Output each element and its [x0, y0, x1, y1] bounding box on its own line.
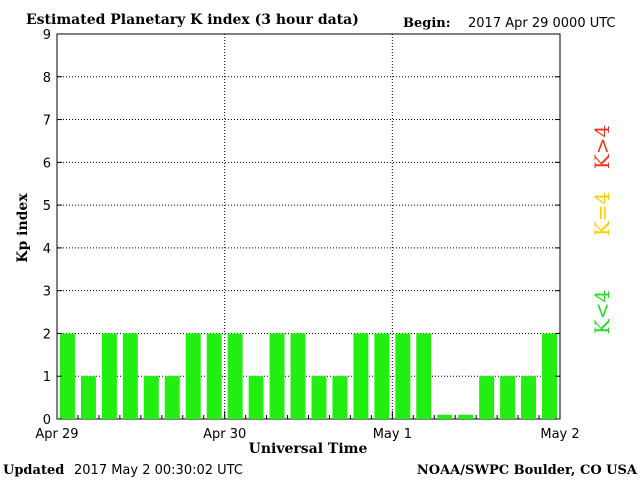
kp-bar: [311, 376, 327, 419]
kp-bar: [80, 376, 96, 419]
y-tick-label: 9: [43, 28, 51, 43]
y-tick-label: 6: [43, 156, 51, 171]
x-axis-label: Universal Time: [249, 441, 368, 457]
y-tick-label: 2: [43, 327, 51, 342]
y-tick-label: 1: [43, 370, 51, 385]
kp-bar: [374, 333, 390, 419]
y-tick-label: 5: [43, 199, 51, 214]
kp-bar: [542, 333, 557, 419]
y-tick-label: 7: [43, 114, 51, 129]
kp-bar: [500, 376, 516, 419]
kp-bar: [143, 376, 159, 419]
kp-bar: [269, 333, 285, 419]
kp-bar: [60, 333, 75, 419]
y-tick-label: 3: [43, 285, 51, 300]
kp-bar: [164, 376, 180, 419]
kp-bar: [437, 414, 453, 419]
kp-bar: [332, 376, 348, 419]
x-tick-label: May 2: [540, 427, 579, 442]
y-tick-label: 0: [43, 413, 51, 428]
begin-label: Begin:: [403, 16, 451, 31]
y-tick-label: 4: [43, 242, 51, 257]
bars: [60, 333, 557, 419]
plot-area: [56, 33, 561, 420]
kp-bar: [353, 333, 369, 419]
kp-bar: [521, 376, 537, 419]
legend-k-above-4: K>4: [590, 125, 614, 169]
kp-bar: [185, 333, 201, 419]
kp-bar: [122, 333, 138, 419]
y-ticks: 0 1 2 3 4 5 6 7 8 9: [43, 28, 560, 428]
chart-title: Estimated Planetary K index (3 hour data…: [26, 12, 359, 28]
source-credit: NOAA/SWPC Boulder, CO USA: [417, 463, 638, 478]
x-tick-label: Apr 30: [203, 427, 246, 442]
kp-bar: [290, 333, 306, 419]
kp-bar: [458, 414, 474, 419]
kp-bar: [248, 376, 264, 419]
updated-label: Updated: [3, 463, 64, 478]
kp-bar: [227, 333, 243, 419]
begin-value: 2017 Apr 29 0000 UTC: [468, 16, 616, 31]
y-axis-label: Kp index: [15, 193, 31, 263]
y-tick-label: 8: [43, 71, 51, 86]
updated-value: 2017 May 2 00:30:02 UTC: [74, 463, 243, 478]
legend-k-equal-4: K=4: [590, 192, 614, 236]
kp-bar: [206, 333, 222, 419]
x-tick-label: Apr 29: [35, 427, 78, 442]
kp-bar: [416, 333, 432, 419]
grid-lines: [57, 34, 560, 419]
kp-bar: [479, 376, 495, 419]
legend-k-below-4: K<4: [590, 290, 614, 334]
x-tick-label: May 1: [373, 427, 412, 442]
kp-bar: [395, 333, 411, 419]
kp-bar: [101, 333, 117, 419]
x-ticks: Apr 29 Apr 30 May 1 May 2: [35, 411, 580, 442]
